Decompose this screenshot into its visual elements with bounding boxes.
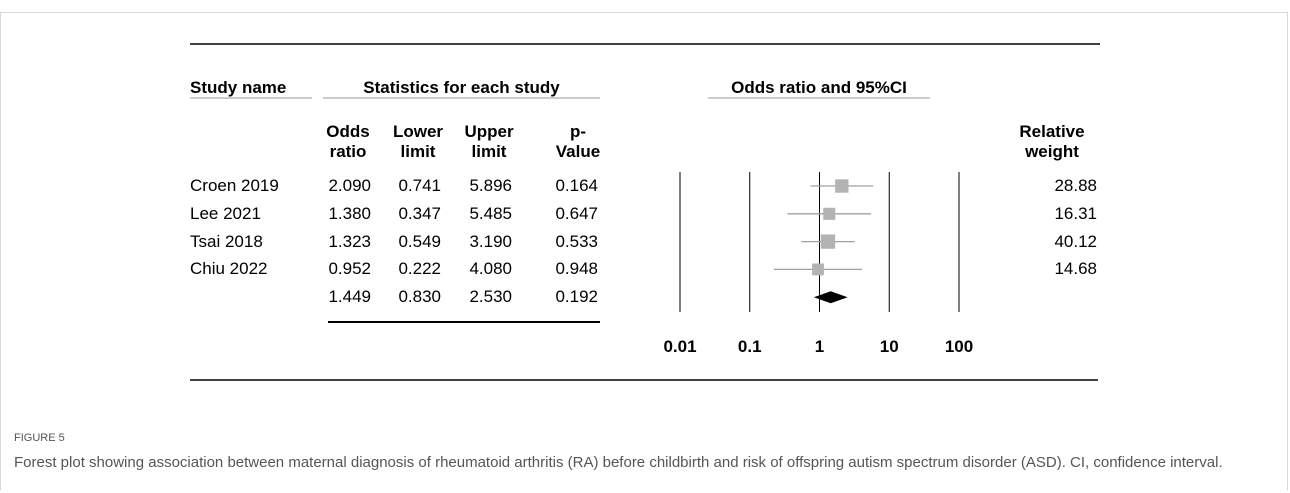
header: Odds ratio and 95%CI — [731, 78, 907, 97]
table-cell: 0.347 — [398, 203, 441, 223]
effect-marker — [820, 234, 836, 249]
figure-frame — [0, 12, 1288, 490]
x-tick-label: 100 — [945, 337, 973, 356]
column-header: Odds ratio — [326, 122, 370, 161]
study-name: Tsai 2018 — [190, 231, 263, 251]
table-cell: 1.380 — [328, 203, 371, 223]
study-name: Lee 2021 — [190, 203, 261, 223]
effect-marker — [812, 263, 824, 276]
caption: Forest plot showing association between … — [14, 454, 1223, 471]
table-cell: 0.222 — [398, 259, 441, 279]
table-cell: 0.952 — [328, 259, 371, 279]
table-cell: 1.323 — [328, 231, 371, 251]
table-cell: 40.12 — [1054, 231, 1097, 251]
column-header: Relative weight — [1019, 122, 1085, 161]
table-cell: 0.164 — [555, 176, 598, 195]
study-name: Chiu 2022 — [190, 259, 268, 279]
effect-marker — [823, 207, 836, 220]
table-cell: 28.88 — [1054, 176, 1097, 195]
table-cell: 0.830 — [398, 287, 441, 307]
table-cell: 0.192 — [555, 287, 598, 307]
summary-diamond — [813, 291, 848, 304]
column-header: Upper limit — [464, 122, 514, 161]
table-cell: 4.080 — [469, 259, 512, 279]
header: Statistics for each study — [363, 78, 560, 97]
x-tick-label: 10 — [880, 337, 899, 356]
table-cell: 0.948 — [555, 259, 598, 279]
x-tick-label: 0.1 — [738, 337, 762, 356]
study-name: Croen 2019 — [190, 176, 279, 195]
table-cell: 5.485 — [469, 203, 512, 223]
table-cell: 16.31 — [1054, 203, 1097, 223]
column-header: p-Value — [555, 122, 601, 161]
table-cell: 3.190 — [469, 231, 512, 251]
table-cell: 5.896 — [469, 176, 512, 195]
effect-marker — [835, 179, 849, 193]
table-cell: 2.090 — [328, 176, 371, 195]
column-header: Lower limit — [392, 122, 444, 161]
x-tick-label: 0.01 — [663, 337, 696, 356]
header: Study name — [190, 78, 287, 97]
table-cell: 2.530 — [469, 287, 512, 307]
table-cell: 14.68 — [1054, 259, 1097, 279]
table-cell: 0.533 — [555, 231, 598, 251]
table-cell: 0.647 — [555, 203, 598, 223]
table-cell: 0.741 — [398, 176, 441, 195]
table-cell: 0.549 — [398, 231, 441, 251]
table-cell: 1.449 — [328, 287, 371, 307]
x-tick-label: 1 — [815, 337, 824, 356]
figure-label: FIGURE 5 — [14, 432, 65, 444]
